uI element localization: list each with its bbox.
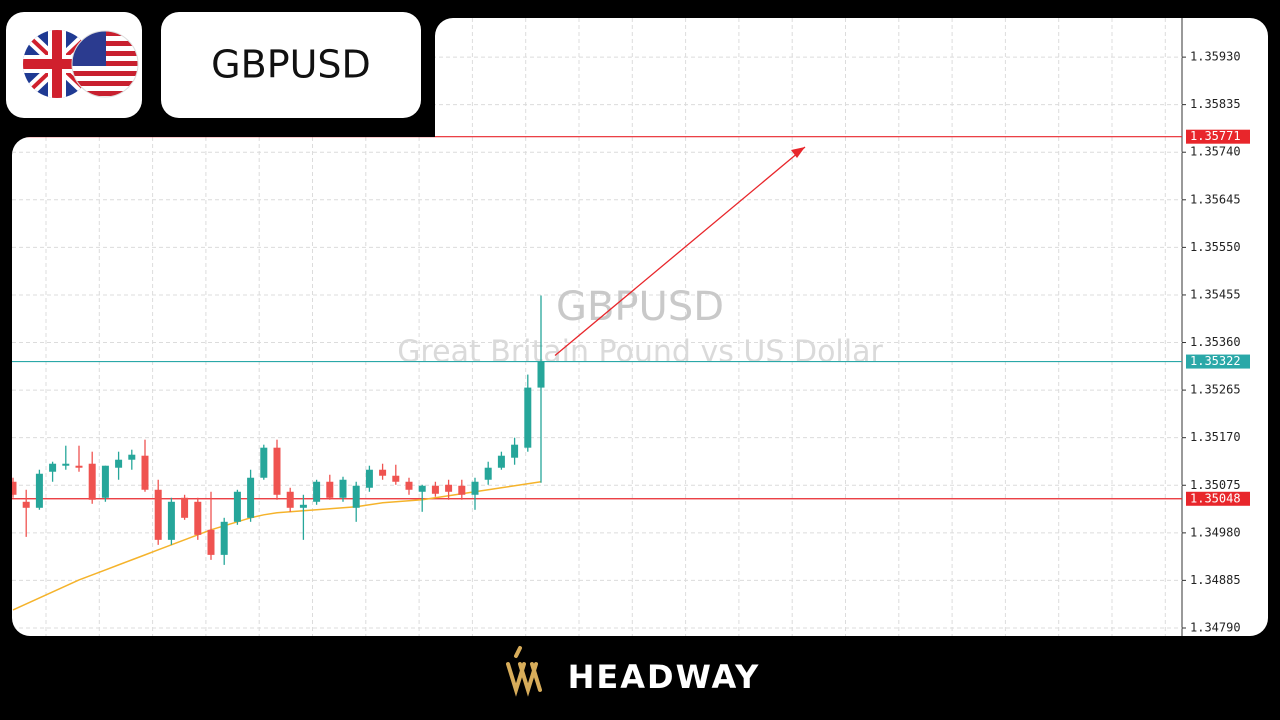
y-tick-label: 1.35835 <box>1190 97 1241 111</box>
candle-body <box>405 481 413 490</box>
brand: HEADWAY <box>568 658 761 696</box>
candle-body <box>141 455 149 490</box>
candle-body <box>511 444 519 458</box>
candle-body <box>497 455 505 468</box>
watermark-subtitle: Great Britain Pound vs US Dollar <box>397 335 883 370</box>
candle-body <box>299 504 307 508</box>
price-axis: 1.35930 1.35835 1.35740 1.35645 1.35550 1.354… <box>1182 50 1250 634</box>
candle-body <box>313 481 321 502</box>
y-tick-label: 1.35740 <box>1190 145 1241 159</box>
brand-logo <box>506 646 542 697</box>
level-label: 1.35322 <box>1190 354 1241 368</box>
moving-average <box>12 481 542 611</box>
candle-body <box>220 521 228 555</box>
candle-body <box>431 485 439 494</box>
y-tick-label: 1.34980 <box>1190 525 1241 539</box>
candle-body <box>339 479 347 498</box>
candle-body <box>260 447 268 478</box>
candle-body <box>101 465 109 498</box>
symbol-card <box>161 12 421 118</box>
candle-body <box>418 485 426 492</box>
candle-body <box>365 469 373 488</box>
level-tag <box>1186 129 1250 144</box>
y-tick-label: 1.34790 <box>1190 620 1241 634</box>
candle-body <box>207 529 215 555</box>
candle-body <box>352 485 360 508</box>
watermark-title: GBPUSD <box>556 284 724 330</box>
y-tick-label: 1.35550 <box>1190 240 1241 254</box>
level-label: 1.35048 <box>1190 491 1241 505</box>
candle-body <box>471 481 479 495</box>
y-tick-label: 1.35930 <box>1190 50 1241 64</box>
y-tick-label: 1.35265 <box>1190 383 1241 397</box>
candle-body <box>484 467 492 480</box>
candle-body <box>62 463 70 466</box>
candle-body <box>247 477 255 518</box>
y-tick-label: 1.35075 <box>1190 478 1241 492</box>
level-label: 1.35771 <box>1190 129 1241 143</box>
y-tick-label: 1.35170 <box>1190 430 1241 444</box>
candle-body <box>286 491 294 508</box>
level-tag <box>1186 491 1250 506</box>
candle-body <box>75 465 83 468</box>
candle-body <box>537 361 545 388</box>
forecast-arrow <box>554 146 806 357</box>
level-tag <box>1186 354 1250 369</box>
candle-body <box>326 481 334 498</box>
symbol: GBPUSD <box>211 43 371 87</box>
candle-body <box>115 459 123 468</box>
candle-body <box>379 469 387 476</box>
candle-body <box>128 454 136 460</box>
us-flag <box>72 31 138 97</box>
candle-body <box>273 447 281 495</box>
candle-body <box>194 501 202 535</box>
forecast-arrow-head <box>791 147 805 158</box>
candle-body <box>233 491 241 522</box>
candle-body <box>458 485 466 495</box>
candle-body <box>524 387 532 448</box>
candle-body <box>12 481 17 495</box>
candle-body <box>392 475 400 482</box>
candle-body <box>22 501 30 508</box>
candle-body <box>88 463 96 500</box>
candle-body <box>181 497 189 518</box>
candle-body <box>167 501 175 540</box>
y-tick-label: 1.35455 <box>1190 287 1241 301</box>
candle-body <box>445 484 453 492</box>
y-tick-label: 1.35645 <box>1190 192 1241 206</box>
candle-body <box>35 473 43 508</box>
y-tick-label: 1.34885 <box>1190 573 1241 587</box>
y-tick-label: 1.35360 <box>1190 335 1241 349</box>
candle-body <box>154 489 162 540</box>
candle-body <box>49 463 57 472</box>
